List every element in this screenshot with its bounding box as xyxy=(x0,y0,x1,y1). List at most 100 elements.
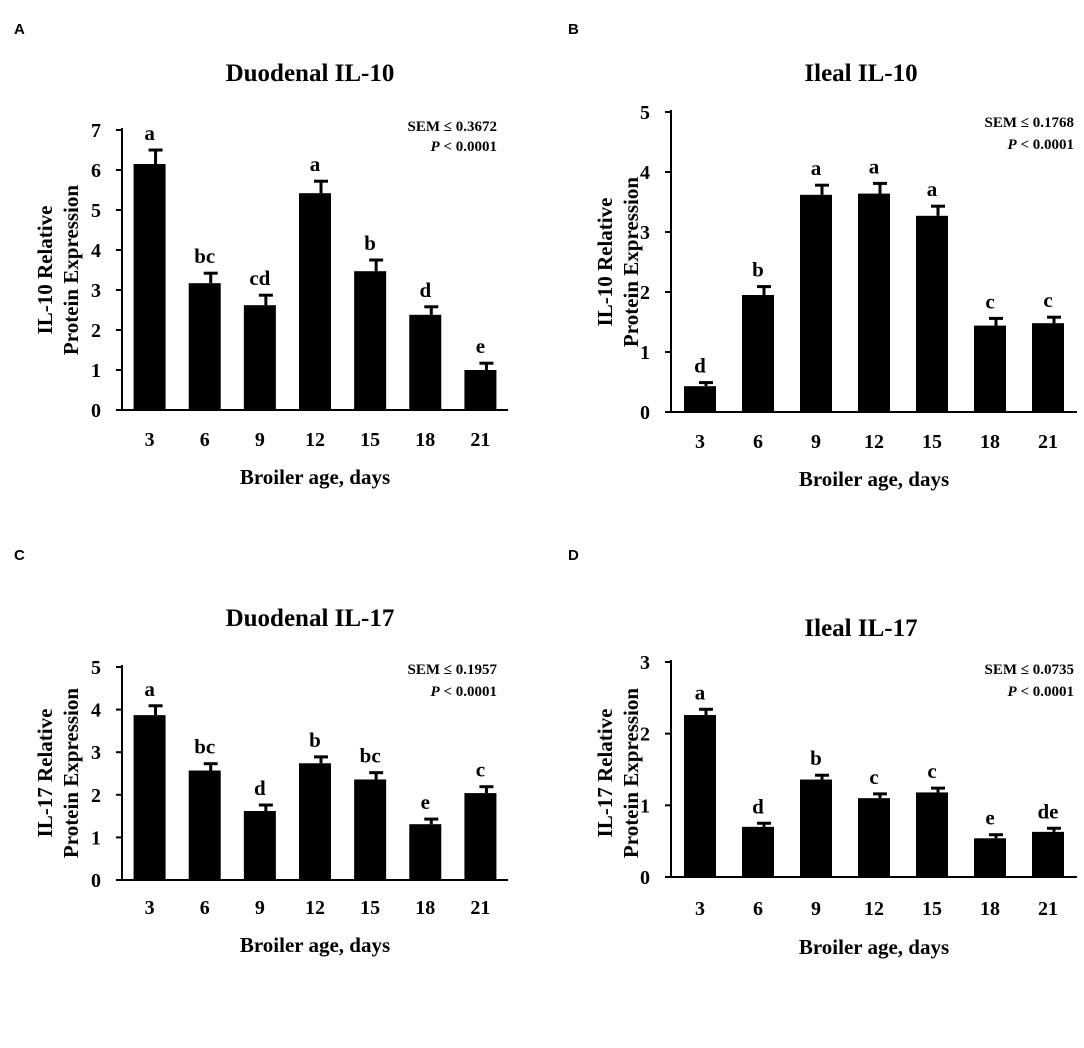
significance-letter: a xyxy=(927,177,938,201)
x-tick-label: 3 xyxy=(695,898,705,920)
bar-day-9 xyxy=(800,194,832,412)
y-axis-label-line: Protein Expression xyxy=(59,185,83,355)
x-tick-label: 18 xyxy=(980,898,1000,920)
significance-letter: e xyxy=(476,334,485,358)
p-value: < 0.0001 xyxy=(440,684,497,700)
y-tick-label: 1 xyxy=(91,360,101,382)
significance-letter: e xyxy=(421,790,430,814)
bar-day-18 xyxy=(409,314,442,410)
y-tick-label: 1 xyxy=(640,795,650,817)
x-tick-label: 15 xyxy=(922,898,942,920)
x-tick-label: 21 xyxy=(1038,431,1058,453)
y-tick-label: 2 xyxy=(640,282,650,304)
y-tick-label: 1 xyxy=(91,827,101,849)
panel-letter: C xyxy=(14,547,25,564)
bar-day-21 xyxy=(464,793,497,880)
x-tick-label: 21 xyxy=(470,429,490,451)
p-value-annotation: P < 0.0001 xyxy=(1008,137,1074,153)
y-axis-label-line: IL-17 Relative xyxy=(33,709,57,838)
significance-letter: b xyxy=(752,258,764,282)
y-axis-label-line: IL-10 Relative xyxy=(593,198,617,327)
bar-day-15 xyxy=(354,271,387,410)
x-tick-label: 21 xyxy=(470,897,490,919)
p-value: < 0.0001 xyxy=(1017,137,1074,153)
x-tick-label: 6 xyxy=(753,431,763,453)
significance-letter: c xyxy=(927,759,936,783)
x-tick-label: 15 xyxy=(360,897,380,919)
x-tick-label: 18 xyxy=(415,897,435,919)
chart-title: Duodenal IL-17 xyxy=(226,605,395,632)
y-tick-label: 0 xyxy=(640,402,650,424)
bar-day-6 xyxy=(188,283,221,410)
x-tick-label: 12 xyxy=(305,897,325,919)
significance-letter: b xyxy=(309,728,321,752)
significance-letter: c xyxy=(1043,288,1052,312)
y-tick-label: 3 xyxy=(91,280,101,302)
bar-day-21 xyxy=(1032,831,1064,877)
x-tick-label: 9 xyxy=(255,897,265,919)
bar-day-6 xyxy=(742,826,774,877)
significance-letter: c xyxy=(985,289,994,313)
y-tick-label: 3 xyxy=(91,742,101,764)
x-tick-label: 12 xyxy=(864,431,884,453)
y-tick-label: 5 xyxy=(91,657,101,679)
p-value-annotation: P < 0.0001 xyxy=(431,684,497,700)
x-tick-label: 18 xyxy=(980,431,1000,453)
significance-letter: a xyxy=(310,152,321,176)
y-tick-label: 5 xyxy=(91,200,101,222)
significance-letter: b xyxy=(810,746,822,770)
bar-day-3 xyxy=(133,164,166,410)
bar-day-18 xyxy=(974,325,1006,412)
p-value-annotation: P < 0.0001 xyxy=(431,139,497,155)
y-tick-label: 2 xyxy=(640,724,650,746)
y-tick-label: 6 xyxy=(91,160,101,182)
significance-letter: d xyxy=(694,354,706,378)
significance-letter: d xyxy=(419,278,431,302)
p-symbol: P xyxy=(431,684,441,700)
bar-day-3 xyxy=(133,715,166,880)
bar-day-18 xyxy=(974,838,1006,877)
x-tick-label: 21 xyxy=(1038,898,1058,920)
bar-day-6 xyxy=(742,295,774,412)
x-tick-label: 15 xyxy=(360,429,380,451)
x-tick-label: 9 xyxy=(811,898,821,920)
significance-letter: c xyxy=(476,758,485,782)
x-tick-label: 12 xyxy=(305,429,325,451)
significance-letter: bc xyxy=(194,244,215,268)
panel-letter: B xyxy=(568,21,579,38)
significance-letter: b xyxy=(364,231,376,255)
significance-letter: a xyxy=(144,121,155,145)
p-symbol: P xyxy=(1008,137,1018,153)
sem-annotation: SEM ≤ 0.3672 xyxy=(408,119,498,135)
y-axis-label-line: IL-10 Relative xyxy=(33,206,57,335)
y-axis-label-line: IL-17 Relative xyxy=(593,709,617,838)
bar-day-9 xyxy=(800,779,832,877)
significance-letter: d xyxy=(254,776,266,800)
p-symbol: P xyxy=(431,139,441,155)
y-tick-label: 4 xyxy=(91,700,101,722)
y-axis-label: IL-10 RelativeProtein Expression xyxy=(593,177,643,347)
p-value: < 0.0001 xyxy=(440,139,497,155)
significance-letter: e xyxy=(985,806,994,830)
bar-day-21 xyxy=(464,370,497,410)
x-tick-label: 9 xyxy=(811,431,821,453)
y-axis-label-line: Protein Expression xyxy=(619,688,643,858)
bar-day-18 xyxy=(409,824,442,880)
bar-day-15 xyxy=(916,792,948,877)
y-tick-label: 2 xyxy=(91,785,101,807)
chart-title: Duodenal IL-10 xyxy=(226,60,395,87)
y-tick-label: 3 xyxy=(640,652,650,674)
x-axis-label: Broiler age, days xyxy=(240,465,390,489)
x-axis-label: Broiler age, days xyxy=(799,467,949,491)
significance-letter: cd xyxy=(249,266,270,290)
y-tick-label: 7 xyxy=(91,120,101,142)
x-axis-label: Broiler age, days xyxy=(799,935,949,959)
x-tick-label: 15 xyxy=(922,431,942,453)
y-tick-label: 3 xyxy=(640,222,650,244)
significance-letter: a xyxy=(869,154,880,178)
bar-day-9 xyxy=(243,305,276,410)
y-axis-label-line: Protein Expression xyxy=(619,177,643,347)
y-tick-label: 0 xyxy=(91,870,101,892)
